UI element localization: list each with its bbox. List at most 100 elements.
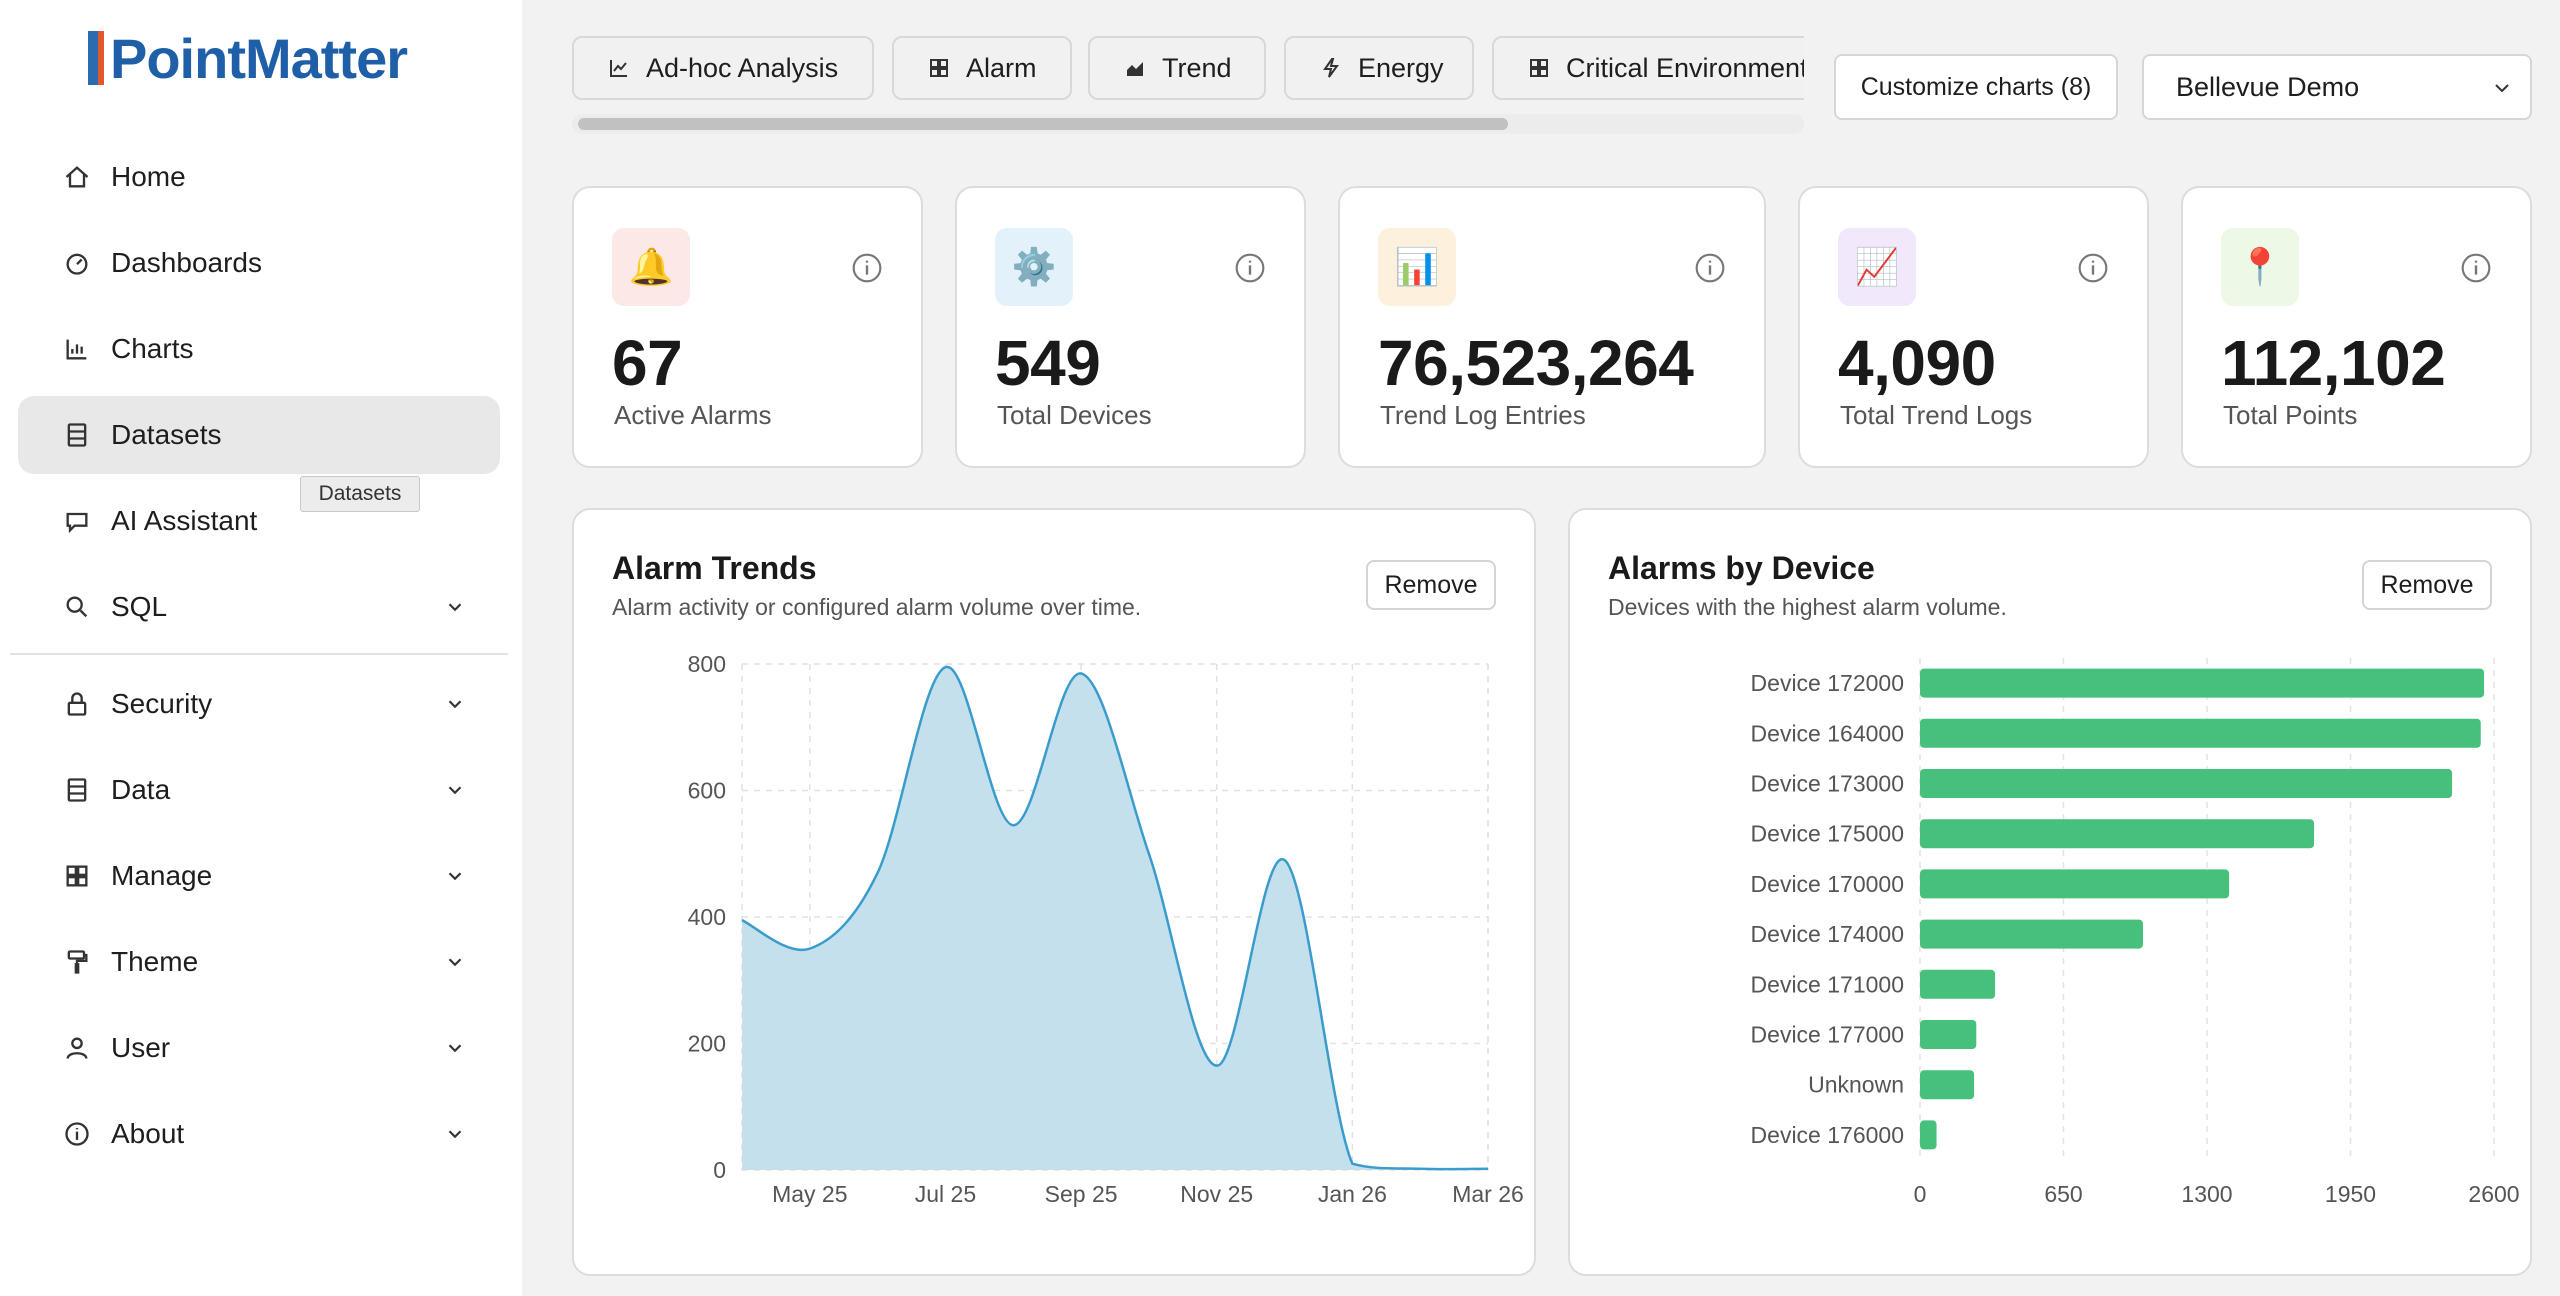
y-tick-label: Device 172000: [1751, 670, 1904, 696]
bar[interactable]: [1920, 1120, 1937, 1150]
sidebar-item-label: About: [111, 1118, 185, 1149]
sidebar-item-label: Home: [111, 161, 186, 192]
bar[interactable]: [1920, 819, 2315, 849]
sidebar-item-about[interactable]: About: [18, 1095, 500, 1173]
stat-value: 76,523,264: [1378, 327, 1694, 399]
info-icon: [62, 1119, 92, 1149]
y-tick-label: 800: [688, 651, 726, 677]
panel-subtitle: Alarm activity or configured alarm volum…: [612, 594, 1142, 620]
sidebar-item-security[interactable]: Security: [18, 665, 500, 743]
tabs-scrollbar-thumb[interactable]: [578, 118, 1508, 130]
logo-text: PointMatter: [110, 26, 408, 90]
gauge-icon: [62, 248, 92, 278]
tab-critical-environment[interactable]: Critical Environment: [1492, 36, 1804, 100]
bar[interactable]: [1920, 869, 2230, 899]
chevron-down-icon[interactable]: [444, 596, 466, 618]
site-select[interactable]: Bellevue Demo: [2142, 54, 2532, 120]
sidebar-item-label: User: [111, 1032, 171, 1063]
sidebar: PointMatter Home Dashboards Charts Datasets…: [0, 0, 522, 1296]
series-line: [741, 665, 1489, 1171]
site-select-value: Bellevue Demo: [2176, 71, 2360, 102]
alarms-by-device-chart: 0 650 1300 1950 2600 Device 172000 Device 1640…: [1751, 658, 2520, 1207]
panel-title: Alarm Trends: [612, 550, 817, 586]
sidebar-item-label: Data: [111, 774, 171, 805]
y-tick-label: 400: [688, 904, 726, 930]
search-icon: [62, 592, 92, 622]
tab-alarm[interactable]: Alarm: [892, 36, 1072, 100]
chevron-down-icon[interactable]: [444, 1037, 466, 1059]
customize-charts-button[interactable]: Customize charts (8): [1834, 54, 2118, 120]
bar[interactable]: [1920, 769, 2453, 798]
stat-value: 549: [995, 327, 1101, 399]
tab-label: Ad-hoc Analysis: [646, 52, 839, 83]
bar[interactable]: [1920, 1070, 1975, 1100]
info-icon[interactable]: [1234, 252, 1266, 284]
tab-label: Critical Environment: [1566, 52, 1804, 83]
sidebar-item-home[interactable]: Home: [18, 138, 500, 216]
bar[interactable]: [1920, 668, 2485, 698]
sidebar-item-data[interactable]: Data: [18, 751, 500, 829]
x-tick-label: Jul 25: [915, 1181, 976, 1207]
y-tick-label: 0: [713, 1157, 726, 1183]
tab-label: Energy: [1358, 52, 1444, 83]
tab-energy[interactable]: Energy: [1284, 36, 1474, 100]
y-tick-label: 600: [688, 778, 726, 804]
info-icon[interactable]: [851, 252, 883, 284]
info-icon[interactable]: [2460, 252, 2492, 284]
chevron-down-icon[interactable]: [444, 865, 466, 887]
sidebar-item-datasets[interactable]: Datasets: [18, 396, 500, 474]
bell-icon: 🔔: [612, 228, 690, 306]
logo-mark-icon: [88, 31, 104, 85]
sidebar-item-charts[interactable]: Charts: [18, 310, 500, 388]
sidebar-item-sql[interactable]: SQL: [18, 568, 500, 646]
line-chart-icon: [606, 55, 632, 81]
bolt-icon: [1318, 55, 1344, 81]
stat-card-active-alarms: 🔔 67 Active Alarms: [572, 186, 923, 468]
sidebar-item-dashboards[interactable]: Dashboards: [18, 224, 500, 302]
tab-trend[interactable]: Trend: [1088, 36, 1266, 100]
bar[interactable]: [1920, 1020, 1977, 1049]
alarms-by-device-panel: Alarms by Device Devices with the highes…: [1568, 508, 2532, 1276]
sidebar-item-theme[interactable]: Theme: [18, 923, 500, 1001]
sidebar-item-label: SQL: [111, 591, 168, 622]
tab-label: Alarm: [966, 52, 1037, 83]
info-icon[interactable]: [2077, 252, 2109, 284]
stat-card-total-trend-logs: 📈 4,090 Total Trend Logs: [1798, 186, 2149, 468]
stat-value: 4,090: [1838, 327, 1996, 399]
tabs-scrollbar[interactable]: [572, 114, 1804, 134]
grid-icon: [926, 55, 952, 81]
info-icon[interactable]: [1694, 252, 1726, 284]
y-tick-label: Unknown: [1808, 1072, 1904, 1098]
stat-label: Trend Log Entries: [1380, 400, 1586, 430]
bar[interactable]: [1920, 919, 2143, 949]
y-tick-label: Device 177000: [1751, 1022, 1904, 1048]
bar[interactable]: [1920, 718, 2481, 748]
panel-title: Alarms by Device: [1608, 550, 1875, 586]
alarm-trends-panel: Alarm Trends Alarm activity or configure…: [572, 508, 1536, 1276]
x-tick-label: Jan 26: [1318, 1181, 1387, 1207]
sidebar-item-manage[interactable]: Manage: [18, 837, 500, 915]
app-logo[interactable]: PointMatter: [88, 26, 408, 90]
chevron-down-icon[interactable]: [444, 693, 466, 715]
y-tick-label: Device 175000: [1751, 821, 1904, 847]
remove-button[interactable]: Remove: [1366, 560, 1496, 610]
stat-card-total-points: 📍 112,102 Total Points: [2181, 186, 2532, 468]
remove-button[interactable]: Remove: [2362, 560, 2492, 610]
chevron-down-icon[interactable]: [444, 779, 466, 801]
chat-icon: [62, 506, 92, 536]
bar[interactable]: [1920, 969, 1996, 999]
x-tick-label: 2600: [2468, 1181, 2519, 1207]
tab-ad-hoc-analysis[interactable]: Ad-hoc Analysis: [572, 36, 874, 100]
stat-value: 112,102: [2221, 327, 2446, 399]
chevron-down-icon[interactable]: [444, 951, 466, 973]
sidebar-item-user[interactable]: User: [18, 1009, 500, 1087]
chevron-down-icon[interactable]: [444, 1123, 466, 1145]
area-chart-icon: [1122, 55, 1148, 81]
grid-icon: [62, 861, 92, 891]
x-tick-label: Sep 25: [1045, 1181, 1118, 1207]
pin-icon: 📍: [2221, 228, 2299, 306]
sidebar-item-label: AI Assistant: [111, 505, 258, 536]
y-tick-label: 200: [688, 1031, 726, 1057]
x-tick-label: May 25: [772, 1181, 847, 1207]
sidebar-item-ai-assistant[interactable]: AI Assistant: [18, 482, 500, 560]
